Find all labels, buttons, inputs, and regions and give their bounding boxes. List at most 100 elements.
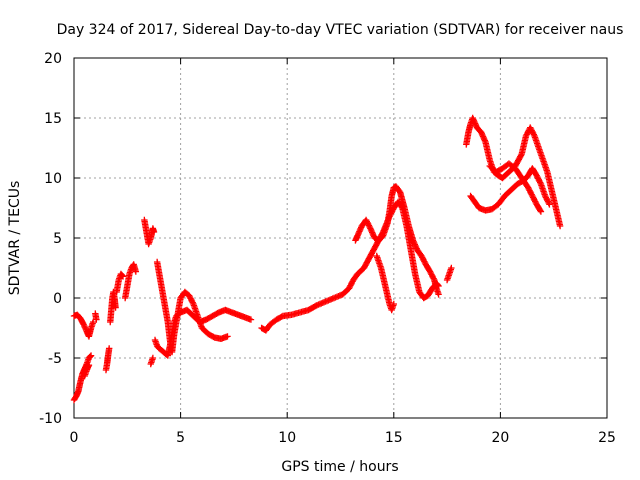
data-point bbox=[363, 218, 370, 225]
data-point bbox=[544, 198, 552, 205]
data-point bbox=[112, 304, 119, 311]
x-axis-label: GPS time / hours bbox=[281, 459, 398, 475]
data-point bbox=[428, 272, 436, 279]
data-point bbox=[534, 173, 541, 181]
tick-labels: 0 5 10 15 20 25 -10 -5 0 5 10 15 20 bbox=[39, 51, 616, 446]
data-point bbox=[427, 269, 434, 277]
data-point bbox=[546, 201, 553, 208]
data-markers bbox=[70, 114, 564, 404]
axis-ticks bbox=[73, 57, 608, 419]
data-point bbox=[532, 198, 539, 205]
data-point bbox=[530, 131, 538, 138]
data-point bbox=[419, 254, 426, 261]
data-point bbox=[149, 354, 157, 362]
data-point bbox=[527, 190, 535, 197]
data-point bbox=[186, 293, 194, 301]
data-point bbox=[535, 176, 542, 183]
data-point bbox=[428, 271, 435, 278]
y-tick-label: -5 bbox=[48, 351, 62, 367]
data-point bbox=[541, 192, 549, 200]
data-point bbox=[430, 275, 437, 282]
data-point bbox=[435, 291, 442, 298]
data-point bbox=[418, 252, 425, 260]
data-point bbox=[529, 130, 537, 137]
grid bbox=[74, 58, 607, 418]
data-point bbox=[527, 125, 535, 133]
y-axis-label: SDTVAR / TECUs bbox=[7, 181, 23, 296]
x-tick-label: 15 bbox=[385, 430, 403, 446]
data-point bbox=[85, 362, 93, 369]
data-point bbox=[536, 178, 543, 185]
x-tick-label: 25 bbox=[598, 430, 616, 446]
data-point bbox=[525, 185, 533, 193]
data-point bbox=[93, 316, 100, 323]
data-point bbox=[348, 279, 356, 286]
x-tick-label: 20 bbox=[491, 430, 509, 446]
data-point bbox=[536, 179, 544, 186]
data-point bbox=[529, 192, 536, 200]
data-point bbox=[188, 298, 196, 305]
data-point bbox=[189, 299, 196, 306]
data-point bbox=[224, 333, 231, 340]
data-point bbox=[247, 316, 255, 323]
chart-title: Day 324 of 2017, Sidereal Day-to-day VTE… bbox=[57, 22, 624, 38]
data-point bbox=[187, 295, 194, 302]
data-point bbox=[529, 128, 536, 135]
data-point bbox=[105, 345, 113, 352]
data-point bbox=[528, 127, 535, 134]
data-point bbox=[421, 258, 428, 265]
data-point bbox=[529, 194, 537, 201]
x-tick-label: 5 bbox=[176, 430, 185, 446]
y-tick-label: 15 bbox=[44, 111, 62, 127]
data-point bbox=[188, 296, 195, 303]
data-point bbox=[522, 132, 530, 140]
data-point bbox=[365, 221, 372, 228]
data-point bbox=[365, 222, 373, 229]
data-point bbox=[347, 282, 354, 289]
data-point bbox=[419, 255, 427, 262]
data-point bbox=[537, 208, 545, 215]
data-point bbox=[150, 228, 158, 236]
data-point bbox=[527, 188, 534, 195]
data-point bbox=[390, 300, 397, 308]
data-point bbox=[346, 283, 353, 291]
data-point bbox=[185, 292, 193, 299]
data-point bbox=[132, 268, 140, 275]
x-tick-label: 10 bbox=[278, 430, 296, 446]
y-tick-label: 5 bbox=[53, 231, 62, 247]
y-tick-label: 20 bbox=[44, 51, 62, 67]
data-point bbox=[87, 353, 94, 360]
data-point bbox=[531, 197, 538, 204]
data-point bbox=[543, 195, 550, 202]
data-point bbox=[544, 197, 551, 204]
data-point bbox=[528, 191, 535, 198]
data-point bbox=[536, 207, 544, 214]
data-point bbox=[524, 130, 531, 137]
data-point bbox=[420, 257, 427, 264]
data-point bbox=[523, 131, 530, 138]
data-point bbox=[426, 268, 434, 275]
data-point bbox=[87, 352, 95, 359]
data-point bbox=[534, 175, 542, 182]
data-point bbox=[429, 274, 437, 281]
data-point bbox=[448, 264, 455, 272]
data-point bbox=[362, 216, 370, 224]
data-point bbox=[533, 172, 540, 179]
data-point bbox=[526, 187, 533, 194]
data-point bbox=[517, 152, 525, 159]
data-point bbox=[542, 194, 550, 201]
x-tick-label: 0 bbox=[70, 430, 79, 446]
data-point bbox=[556, 222, 564, 230]
data-point bbox=[545, 199, 552, 207]
data-point bbox=[524, 184, 532, 191]
y-tick-label: 10 bbox=[44, 171, 62, 187]
data-point bbox=[347, 281, 355, 288]
data-point bbox=[345, 285, 353, 292]
data-point bbox=[527, 124, 534, 131]
data-point bbox=[119, 273, 127, 280]
data-point bbox=[530, 195, 538, 202]
data-point bbox=[119, 272, 126, 279]
data-point bbox=[364, 219, 371, 226]
y-tick-label: -10 bbox=[39, 411, 62, 427]
